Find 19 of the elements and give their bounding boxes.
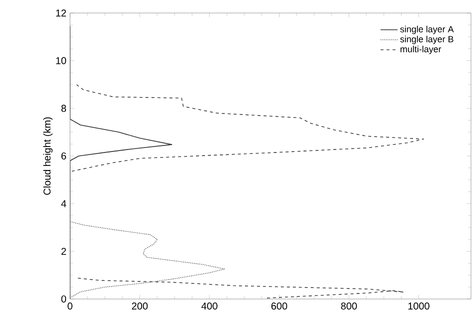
legend-label: single layer B: [400, 36, 454, 44]
x-tick-label: 1000: [408, 302, 430, 310]
y-axis-title: Cloud height (km): [43, 117, 53, 195]
line-series: [70, 221, 225, 298]
legend-label: single layer A: [400, 26, 454, 34]
legend-label: multi-layer: [400, 46, 442, 54]
line-series: [70, 26, 172, 299]
y-tick-label: 2: [61, 248, 66, 255]
x-tick-label: 600: [271, 302, 288, 310]
y-tick-label: 6: [61, 152, 66, 160]
x-tick-label: 200: [132, 302, 148, 310]
x-tick-label: 400: [201, 302, 218, 310]
y-tick-label: 0: [61, 295, 66, 303]
y-tick-label: 8: [61, 104, 66, 112]
x-tick-label: 0: [68, 302, 72, 310]
y-tick-label: 10: [56, 57, 66, 64]
y-tick-label: 4: [61, 200, 66, 208]
y-tick-label: 12: [56, 10, 66, 16]
x-tick-label: 800: [341, 302, 357, 310]
